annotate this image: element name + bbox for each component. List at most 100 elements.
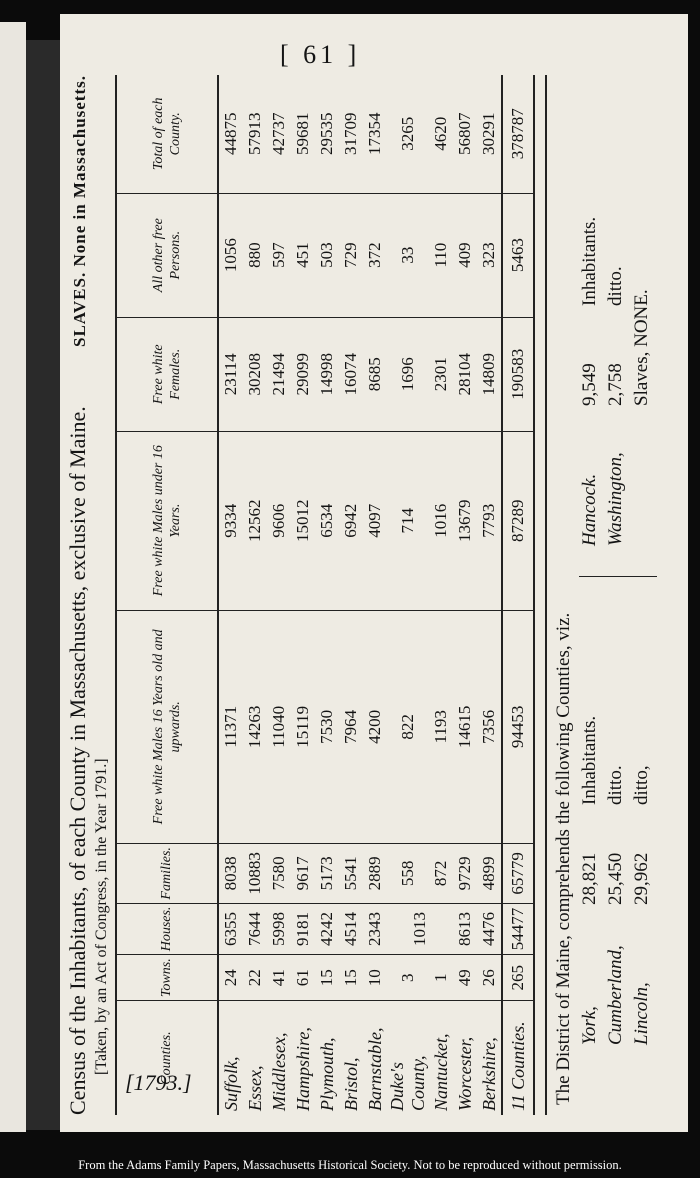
maine-county: Washington, 2,758 ditto. [605, 78, 631, 546]
county-name: Nantucket, [430, 1033, 451, 1111]
table-cell: 11040 [267, 610, 291, 844]
title-row: Census of the Inhabitants, of each Count… [65, 75, 93, 1115]
table-cell: 24 [218, 954, 243, 1001]
table-cell: 8613 [453, 903, 477, 955]
table-cell: 4514 [339, 903, 363, 955]
table-cell: 30208 [243, 317, 267, 432]
table-row: Plymouth, 15 4242 5173 7530 6534 14998 503 29535 [315, 75, 339, 1115]
table-cell: 14263 [243, 610, 267, 844]
previous-leaf [0, 22, 26, 1132]
table-cell: 714 [387, 431, 429, 611]
county-unit: ditto, [631, 765, 652, 805]
maine-county: York, 28,821 Inhabitants. [579, 577, 605, 1045]
table-cell: 2301 [429, 317, 453, 432]
table-cell: 9617 [291, 843, 315, 904]
table-cell: 44875 [218, 75, 243, 194]
county-name: Middlesex, [268, 1032, 289, 1111]
total-cell: 54477 [502, 903, 534, 955]
county-name: Barnstable, [364, 1027, 385, 1112]
census-table: Counties. Towns. Houses. Families. Free whit… [115, 75, 535, 1115]
total-cell: 94453 [502, 610, 534, 844]
total-cell: 87289 [502, 431, 534, 611]
total-cell: 5463 [502, 193, 534, 318]
table-cell: 4476 [477, 903, 502, 955]
table-cell: 21494 [267, 317, 291, 432]
table-cell: 13679 [453, 431, 477, 611]
county-name: Lincoln, [631, 982, 652, 1045]
county-population: 9,549 [579, 363, 600, 406]
table-cell: 4200 [363, 610, 387, 844]
table-cell: 41 [267, 954, 291, 1001]
table-cell: 6942 [339, 431, 363, 611]
table-row: Worcester, 49 8613 9729 14615 13679 28104 409 56… [453, 75, 477, 1115]
total-cell: 65779 [502, 843, 534, 904]
total-cell: 190583 [502, 317, 534, 432]
column-header: Free white Females. [116, 317, 218, 432]
maine-slaves-row: Slaves, NONE. [631, 78, 657, 546]
table-cell: 56807 [453, 75, 477, 194]
paper [60, 14, 688, 1132]
county-name: Hancock. [579, 473, 600, 546]
footer-note: [1793.] [125, 1070, 192, 1095]
table-cell: 1016 [429, 431, 453, 611]
column-header: Free white Males under 16 Years. [116, 431, 218, 611]
table-cell: 33 [387, 193, 429, 318]
table-row: Bristol, 15 4514 5541 7964 6942 16074 729 31709 [339, 75, 363, 1115]
table-row: Essex, 22 7644 10883 14263 12562 30208 880 57913 [243, 75, 267, 1115]
table-cell: 1056 [218, 193, 243, 318]
maine-county: Hancock. 9,549 Inhabitants. [579, 78, 605, 546]
table-cell: 15 [315, 954, 339, 1001]
table-cell: 597 [267, 193, 291, 318]
column-header: All other free Persons. [116, 193, 218, 318]
header-row: Counties. Towns. Houses. Families. Free whit… [116, 75, 218, 1115]
county-unit: Inhabitants. [579, 715, 600, 805]
page-number: [ 61 ] [280, 40, 361, 69]
maine-right: Hancock. 9,549 Inhabitants. Washington, 2,75… [579, 78, 657, 577]
table-cell: 1 [429, 954, 453, 1001]
caption: From the Adams Family Papers, Massachuse… [78, 1158, 622, 1172]
table-cell: 5173 [315, 843, 339, 904]
table-cell: 2889 [363, 843, 387, 904]
table-cell: 8038 [218, 843, 243, 904]
table-cell: 1013 [387, 903, 453, 955]
table-row: Barnstable, 10 2343 2889 4200 4097 8685 372 1735… [363, 75, 387, 1115]
table-cell: 15012 [291, 431, 315, 611]
table-cell: 503 [315, 193, 339, 318]
table-cell: 4620 [429, 75, 453, 194]
table-cell: 26 [477, 954, 502, 1001]
table-row: Nantucket, 1 872 1193 1016 2301 110 4620 [429, 75, 453, 1115]
table-cell: 15119 [291, 610, 315, 844]
table-cell: 14809 [477, 317, 502, 432]
table-cell: 49 [453, 954, 477, 1001]
county-name: Cumberland, [605, 945, 626, 1045]
county-population: 28,821 [579, 852, 600, 905]
table-cell: 4242 [315, 903, 339, 955]
table-cell: 23114 [218, 317, 243, 432]
subtitle: [Taken, by an Act of Congress, in the Ye… [93, 758, 110, 1075]
table-cell: 9606 [267, 431, 291, 611]
total-label: 11 Counties. [502, 1000, 534, 1115]
table-cell: 7644 [243, 903, 267, 955]
table-cell: 7793 [477, 431, 502, 611]
table-cell: 9181 [291, 903, 315, 955]
table-cell: 15 [339, 954, 363, 1001]
table-cell: 5998 [267, 903, 291, 955]
county-population: 2,758 [605, 363, 626, 406]
table-cell: 1193 [429, 610, 453, 844]
table-cell: 9729 [453, 843, 477, 904]
total-row: 11 Counties. 265 54477 65779 94453 87289 19058… [502, 75, 534, 1115]
table-cell: 7580 [267, 843, 291, 904]
table-cell: 8685 [363, 317, 387, 432]
table-cell: 12562 [243, 431, 267, 611]
title: Census of the Inhabitants, of each Count… [65, 406, 90, 1115]
table-cell: 7530 [315, 610, 339, 844]
table-cell: 729 [339, 193, 363, 318]
table-cell: 29535 [315, 75, 339, 194]
maine-county: Cumberland, 25,450 ditto. [605, 577, 631, 1045]
total-cell: 265 [502, 954, 534, 1001]
column-header: Towns. [116, 954, 218, 1001]
table-cell: 29099 [291, 317, 315, 432]
table-cell: 14998 [315, 317, 339, 432]
maine-left: York, 28,821 Inhabitants. Cumberland, 25,450… [579, 577, 657, 1115]
